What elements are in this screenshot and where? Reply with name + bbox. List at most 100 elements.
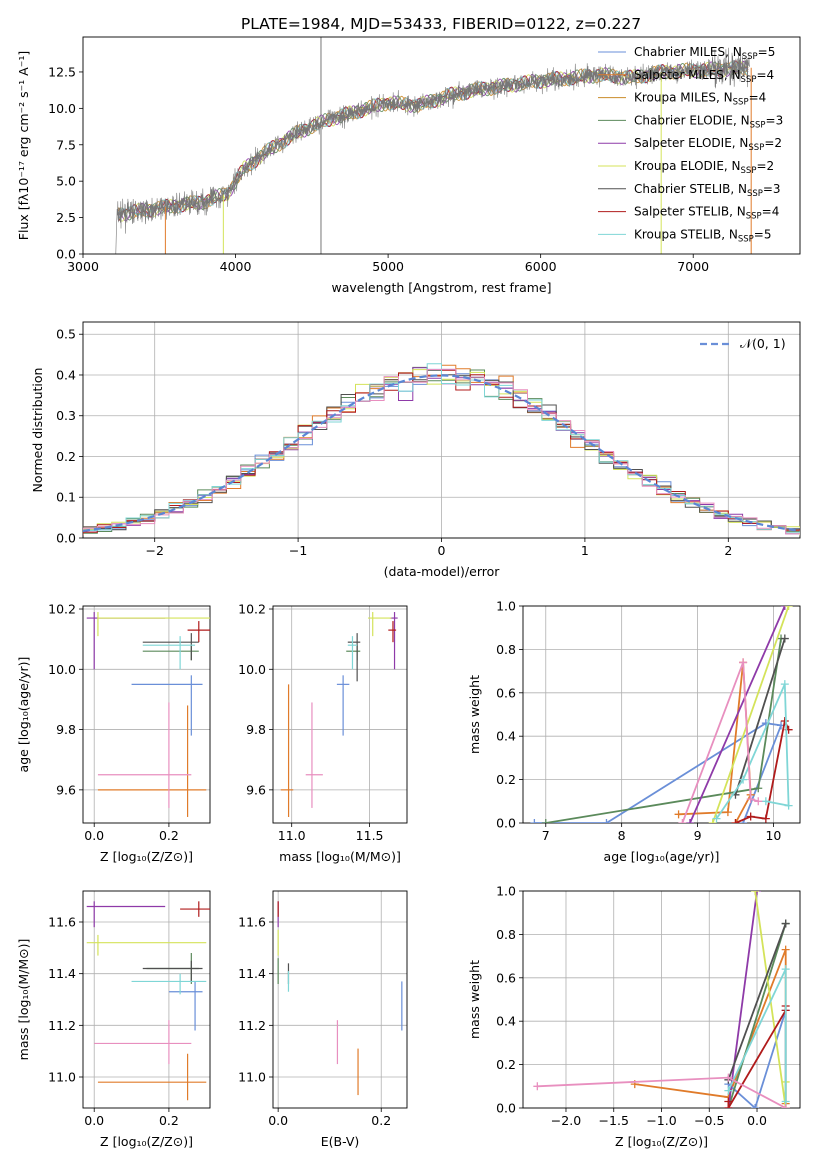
errorbar-point [97,612,210,637]
errorbar-point [86,934,207,956]
plot-frame [522,605,801,824]
weight-marker [784,606,793,610]
weight-marker [602,819,611,823]
x-tick-label: −2.0 [551,1113,581,1128]
y-tick-label: 9.6 [56,782,76,797]
y-tick-label: 0.6 [496,970,516,985]
y-tick-label: 0.2 [496,1057,516,1072]
legend-entry: Chabrier STELIB, NSSP=3 [634,182,781,199]
errorbar-point [94,1020,192,1065]
weight-marker [724,1104,733,1108]
x-axis-label: age [log₁₀(age/yr)] [604,849,720,864]
weight-series-line [681,662,759,823]
legend-entry: Kroupa MILES, NSSP=4 [634,91,766,108]
x-axis-label: wavelength [Angstrom, rest frame] [331,280,551,295]
x-tick-label: −2 [145,543,163,558]
legend-suffix: =4 [762,205,780,219]
plots-layer: 3000 4000 5000 6000 70000.02.55.07.510.012.5… [16,36,801,1149]
plot-frame [82,36,801,255]
y-axis-label: mass weight [467,675,482,754]
x-tick-label: 4000 [220,259,252,274]
errorbar-point [97,705,207,817]
legend-subscript: SSP [741,75,757,85]
weight-marker [784,801,793,810]
weight-marker [731,819,740,823]
legend-label: Kroupa ELODIE, N [634,159,741,173]
x-axis-label: (data-model)/error [384,564,501,579]
x-tick-label: −0.5 [694,1113,724,1128]
y-axis-label: age [log₁₀(age/yr)] [16,657,31,773]
y-tick-label: 11.2 [48,1018,76,1033]
weight-marker [751,891,760,895]
weight-marker [746,795,755,804]
weight-marker [533,1082,542,1091]
legend-suffix: =4 [749,91,767,105]
weight-marker [754,784,763,793]
y-tick-label: 0.5 [56,327,76,342]
x-tick-label: 0.2 [159,1113,179,1128]
x-tick-label: 11.5 [356,828,384,843]
legend-subscript: SSP [741,166,757,176]
legend-entry: Chabrier MILES, NSSP=5 [634,45,775,62]
y-tick-label: 0.4 [56,367,76,382]
legend-label: Salpeter STELIB, N [634,205,746,219]
weight-marker [739,775,748,784]
weight-series-line [711,606,790,823]
weight-marker [678,819,687,823]
legend-label: Kroupa STELIB, N [634,227,738,241]
x-tick-label: 0.2 [371,1113,391,1128]
weight-marker [530,819,539,823]
errorbar-point [131,973,207,995]
legend-label: Salpeter ELODIE, N [634,136,748,150]
y-tick-label: 11.0 [238,1070,266,1085]
y-tick-label: 11.2 [238,1018,266,1033]
legend-entry: Chabrier ELODIE, NSSP=3 [634,113,783,130]
errorbar-group [86,901,210,1101]
y-axis-label: mass [log₁₀(M/M⊙)] [16,939,31,1061]
residuals-panel: −2 −1 0 1 2 0.0 0.1 0.2 0.3 0.4 0.5 (data-model)/er… [30,321,801,579]
x-tick-label: 0.2 [159,828,179,843]
x-tick-label: 7 [542,828,550,843]
y-tick-label: 0.0 [56,531,76,546]
x-axis-label: mass [log₁₀(M/M⊙)] [279,849,401,864]
errorbar-point [97,1053,207,1101]
y-tick-label: 9.8 [56,722,76,737]
y-tick-label: 11.0 [48,1070,76,1085]
legend-label: Kroupa MILES, N [634,91,733,105]
x-tick-label: 10 [765,828,781,843]
y-tick-label: 11.4 [48,966,76,981]
y-axis-label: Normed distribution [30,368,45,493]
errorbar-point [346,645,361,661]
legend-suffix: =2 [756,159,774,173]
errorbar-group [280,612,398,817]
legend-suffix: =2 [764,136,782,150]
y-tick-label: 10.2 [48,602,76,617]
legend-entry: Kroupa ELODIE, NSSP=2 [634,159,774,176]
data-spectrum-line [115,47,750,254]
weight-marker [780,717,789,726]
weight-series-group [530,606,793,823]
x-tick-label: 0.0 [84,828,104,843]
weight-series-line [689,606,786,823]
x-tick-label: 5000 [372,259,404,274]
legend-entry: Salpeter ELODIE, NSSP=2 [634,136,782,153]
weight-marker [780,680,789,689]
y-tick-label: 0.3 [56,408,76,423]
mass-vs-Z-panel: 0.0 0.2 11.0 11.2 11.4 11.6 Z [log₁₀(Z/Z⊙)] mas… [16,890,211,1149]
legend-label: Chabrier MILES, N [634,45,742,59]
errorbar-point [142,636,196,670]
normal-curve [83,374,800,532]
y-tick-label: 0.4 [496,1014,516,1029]
weight-marker [780,606,789,610]
y-tick-label: 1.0 [496,599,516,614]
weight-series-line [734,638,786,796]
x-tick-label: 9 [694,828,702,843]
errorbar-point [97,702,192,808]
x-tick-label: 0.0 [84,1113,104,1128]
y-axis-label: Flux [fλ10⁻¹⁷ erg cm⁻² s⁻¹ A⁻¹] [16,51,31,240]
legend-entry: Salpeter MILES, NSSP=4 [634,68,774,85]
errorbar-point [280,684,294,817]
plot-frame [272,605,408,824]
weight-series-line [727,891,758,1108]
x-tick-label: 0.0 [747,1113,767,1128]
